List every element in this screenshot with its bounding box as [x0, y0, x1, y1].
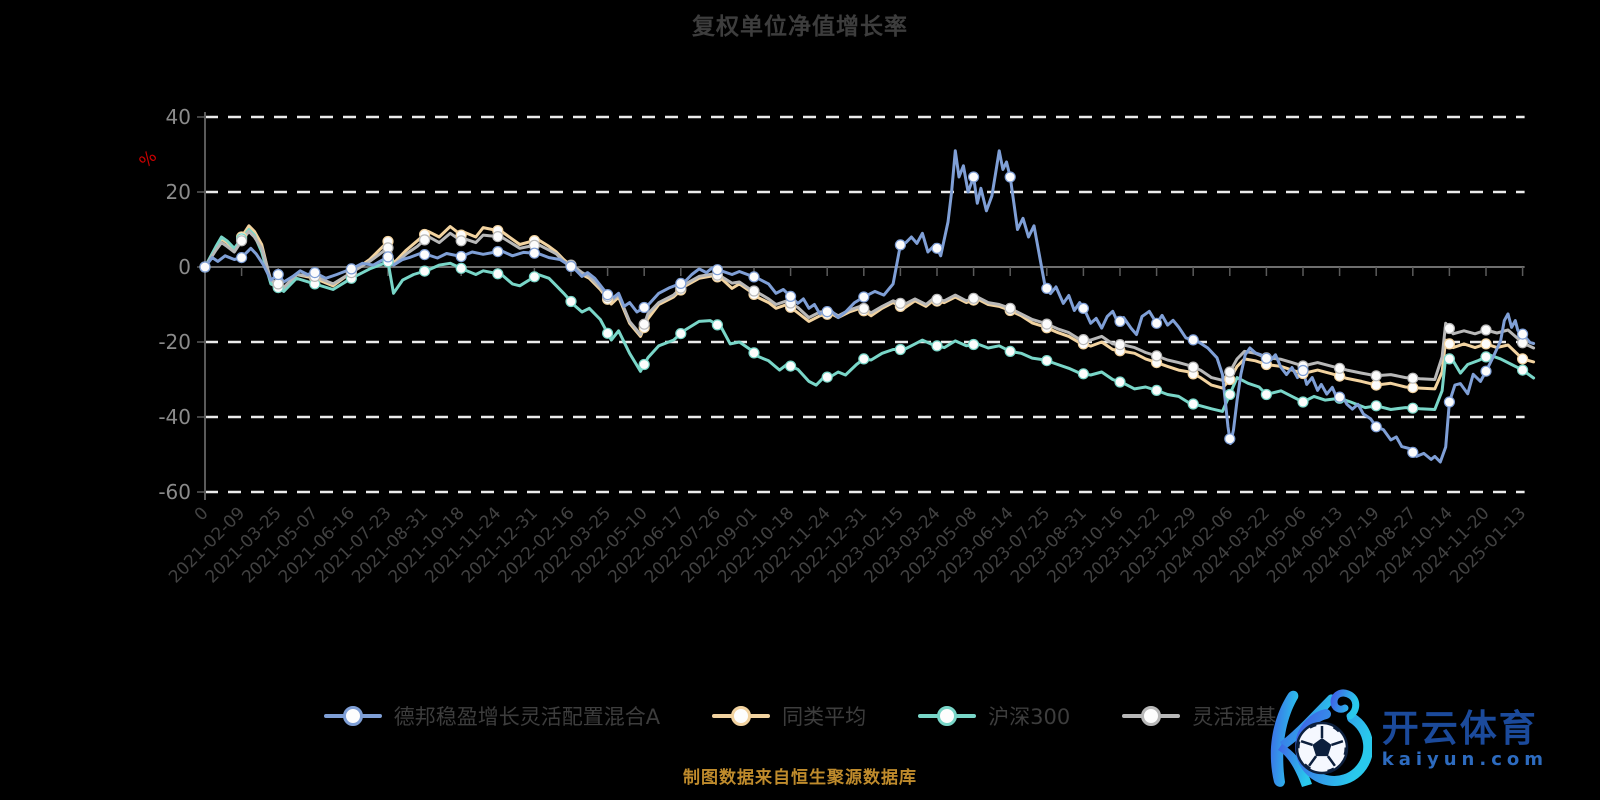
y-axis-unit-label: %	[136, 147, 162, 173]
legend: 德邦稳盈增长灵活配置混合A 同类平均 沪深300 灵活混基	[0, 701, 1600, 731]
kaiyun-brand-name: 开云体育	[1381, 706, 1538, 750]
legend-label-peer-average: 同类平均	[782, 705, 867, 729]
chart-canvas: 40 20 0 -20 -40 -60% 02021-02-092021-03-252021…	[136, 105, 1536, 587]
soccer-ball-icon	[1295, 721, 1348, 775]
kaiyun-brand-url: kaiyun.com	[1381, 749, 1548, 771]
zero-axis-line	[204, 266, 1525, 276]
x-axis-labels: 02021-02-092021-03-252021-05-072021-06-1…	[165, 503, 1530, 587]
series-line-0[interactable]	[203, 149, 1536, 464]
data-source-note: 制图数据来自恒生聚源数据库	[683, 768, 917, 788]
legend-dot-icon	[342, 706, 363, 726]
kaiyun-watermark: 开云体育 kaiyun.com	[1254, 686, 1548, 794]
legend-dot-icon	[731, 706, 752, 726]
kaiyun-logo-icon	[1270, 689, 1372, 787]
legend-dot-icon	[937, 706, 958, 726]
svg-text:-20: -20	[158, 330, 191, 354]
svg-text:20: 20	[166, 180, 191, 204]
legend-marker-peer-average	[712, 705, 771, 727]
y-axis	[197, 112, 206, 500]
kaiyun-brand-text: 开云体育 kaiyun.com	[1381, 706, 1548, 771]
gridlines	[205, 115, 1525, 494]
legend-item-fund-a[interactable]: 德邦稳盈增长灵活配置混合A	[323, 701, 661, 731]
series-markers	[199, 171, 1529, 458]
svg-text:-40: -40	[158, 405, 191, 429]
page-title: 复权单位净值增长率	[692, 14, 908, 40]
legend-marker-csi300	[918, 705, 977, 727]
legend-label-fund-a: 德邦稳盈增长灵活配置混合A	[393, 705, 661, 729]
svg-text:0: 0	[191, 503, 213, 525]
legend-item-peer-average[interactable]: 同类平均	[712, 701, 866, 731]
legend-marker-fund-a	[323, 705, 382, 727]
legend-marker-flexible-hybrid	[1122, 705, 1181, 727]
series-line-1[interactable]	[203, 224, 1536, 391]
svg-text:40: 40	[166, 105, 191, 129]
svg-text:-60: -60	[158, 480, 191, 504]
series-lines	[203, 149, 1536, 464]
legend-item-flexible-hybrid[interactable]: 灵活混基	[1122, 701, 1276, 731]
legend-item-csi300[interactable]: 沪深300	[918, 701, 1070, 731]
legend-label-csi300: 沪深300	[988, 705, 1071, 729]
svg-text:0: 0	[178, 255, 191, 279]
legend-label-flexible-hybrid: 灵活混基	[1192, 705, 1277, 729]
legend-dot-icon	[1141, 706, 1162, 726]
y-axis-labels: 40 20 0 -20 -40 -60	[158, 105, 191, 504]
